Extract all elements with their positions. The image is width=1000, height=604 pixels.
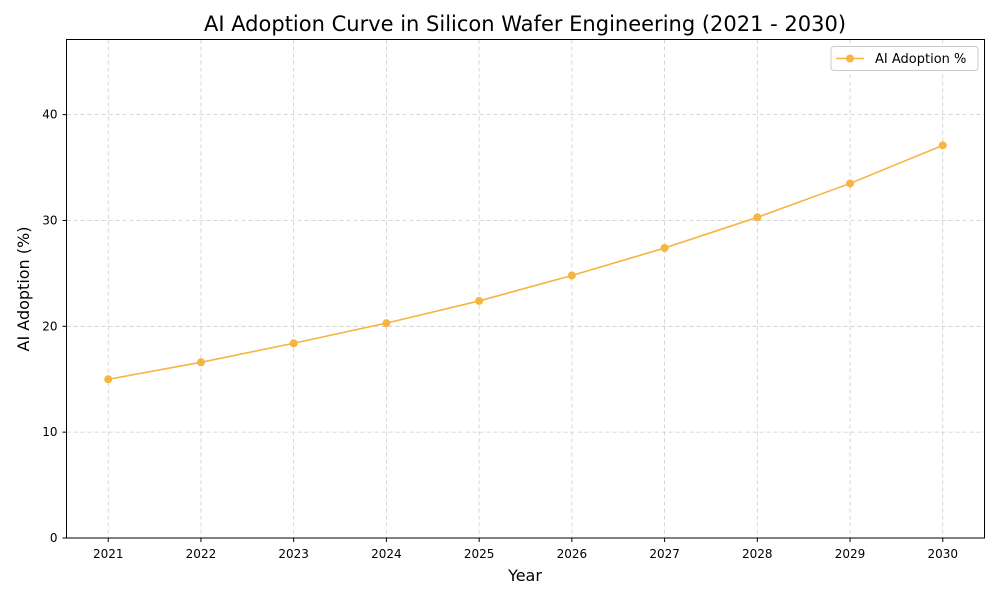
chart-title: AI Adoption Curve in Silicon Wafer Engin… (204, 12, 846, 36)
x-axis-label: Year (507, 566, 542, 585)
x-tick-label: 2022 (186, 547, 217, 561)
series-line (108, 144, 944, 381)
y-tick-label: 10 (42, 425, 57, 439)
x-tick-label: 2023 (278, 547, 309, 561)
y-tick-label: 30 (42, 213, 57, 227)
x-tick-label: 2029 (835, 547, 866, 561)
x-tick-label: 2024 (371, 547, 402, 561)
data-point (289, 339, 298, 348)
y-tick-label: 40 (42, 108, 57, 122)
data-point (382, 319, 391, 328)
data-point (938, 141, 947, 150)
grid (66, 39, 985, 538)
x-tick-label: 2021 (93, 547, 124, 561)
data-point (567, 271, 576, 280)
data-point (660, 244, 669, 253)
y-tick-label: 20 (42, 319, 57, 333)
x-tick-label: 2027 (649, 547, 680, 561)
legend-marker (846, 54, 854, 63)
y-axis-label: AI Adoption (%) (14, 227, 33, 352)
data-point (196, 358, 205, 367)
legend-box (830, 46, 979, 71)
x-axis-ticks: 2021 2022 2023 2024 2025 2026 2027 2028 2029 2030 (93, 538, 958, 561)
data-point (104, 375, 113, 384)
data-point (846, 179, 855, 188)
data-point (753, 213, 762, 222)
x-tick-label: 2028 (742, 547, 773, 561)
plot-frame (66, 39, 985, 539)
x-tick-label: 2030 (927, 547, 958, 561)
x-tick-label: 2025 (464, 547, 495, 561)
series-layer (104, 141, 947, 384)
legend-label: AI Adoption % (875, 52, 966, 67)
y-axis-ticks: 0 10 20 30 40 (42, 108, 67, 545)
x-tick-label: 2026 (557, 547, 588, 561)
legend: AI Adoption % (830, 46, 979, 71)
data-point (475, 296, 484, 305)
y-tick-label: 0 (50, 531, 58, 545)
